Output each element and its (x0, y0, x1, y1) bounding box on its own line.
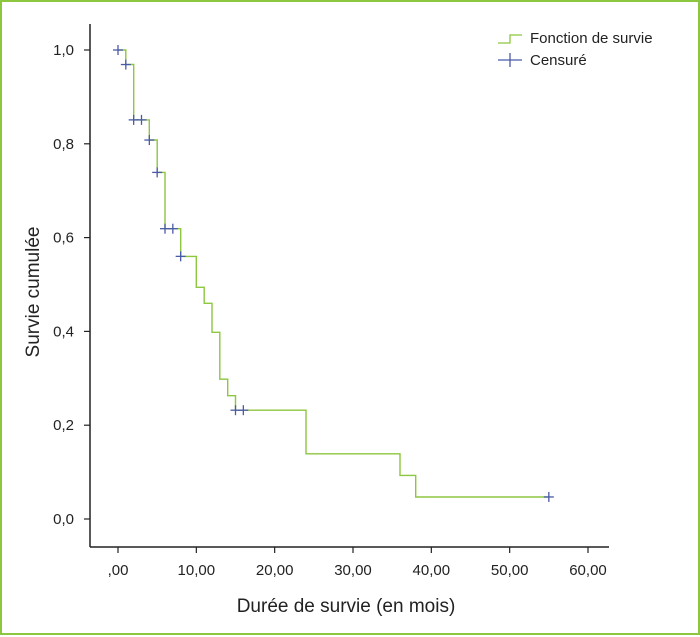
x-tick-label: 10,00 (178, 562, 216, 579)
legend: Fonction de survie Censuré (498, 30, 653, 69)
x-tick-label: 50,00 (491, 562, 529, 579)
censored-marker (136, 114, 147, 125)
x-tick-label: 30,00 (334, 562, 372, 579)
legend-survival-label: Fonction de survie (530, 30, 653, 47)
plot-area (113, 45, 554, 502)
y-tick-label: 0,8 (53, 136, 74, 153)
censored-marker (113, 45, 123, 55)
legend-censored-label: Censuré (530, 52, 587, 69)
censored-marker (152, 167, 163, 178)
legend-censored-plus-icon (498, 53, 522, 67)
y-tick-label: 0,4 (53, 323, 74, 340)
y-tick-label: 0,6 (53, 230, 74, 247)
censored-marker (144, 135, 155, 146)
censored-marker (167, 223, 178, 234)
y-tick-label: 1,0 (53, 42, 74, 59)
legend-survival-line-icon (498, 34, 522, 44)
censored-marker (543, 491, 554, 502)
x-tick-label: 40,00 (413, 562, 451, 579)
censored-marker (175, 251, 186, 262)
censored-marker (238, 405, 249, 416)
y-axis-ticks: 0,0 0,2 0,4 0,6 0,8 1,0 (53, 42, 90, 528)
x-axis-ticks: ,00 10,00 20,00 30,00 40,00 50,00 60,00 (108, 547, 607, 579)
axes (89, 24, 609, 548)
y-tick-label: 0,0 (53, 511, 74, 528)
censored-marker (120, 59, 131, 70)
y-axis-title: Survie cumulée (23, 227, 44, 358)
x-tick-label: ,00 (108, 562, 129, 579)
x-tick-label: 60,00 (569, 562, 607, 579)
survival-step-line (118, 49, 549, 498)
x-tick-label: 20,00 (256, 562, 294, 579)
y-tick-label: 0,2 (53, 417, 74, 434)
x-axis-title: Durée de survie (en mois) (237, 596, 456, 617)
